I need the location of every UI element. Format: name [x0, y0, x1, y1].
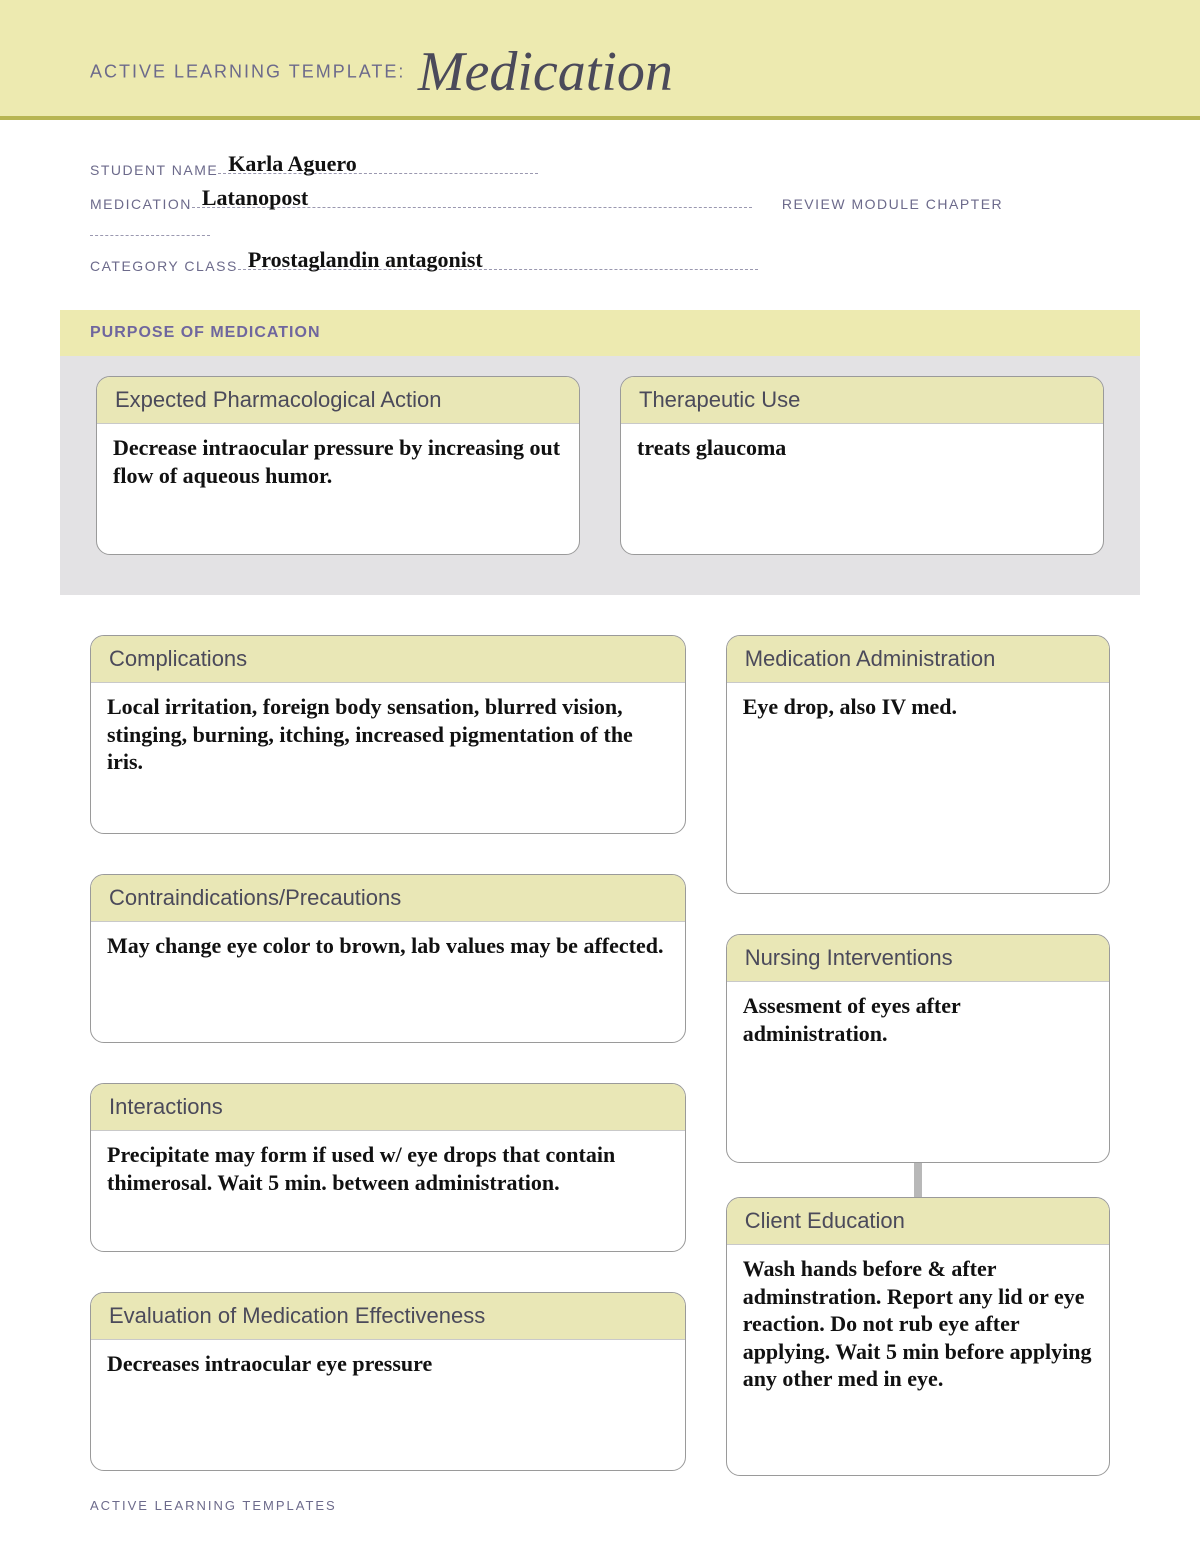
right-column: Medication Administration Eye drop, also…	[726, 635, 1110, 1476]
complications-card: Complications Local irritation, foreign …	[90, 635, 686, 834]
medication-label: MEDICATION	[90, 196, 192, 212]
complications-title: Complications	[91, 636, 685, 683]
purpose-header: PURPOSE OF MEDICATION	[60, 310, 1140, 356]
info-fields: STUDENT NAME Karla Aguero MEDICATION Lat…	[0, 120, 1200, 300]
therapeutic-text: treats glaucoma	[637, 434, 1087, 462]
left-column: Complications Local irritation, foreign …	[90, 635, 686, 1476]
evaluation-title: Evaluation of Medication Effectiveness	[91, 1293, 685, 1340]
education-title: Client Education	[727, 1198, 1109, 1245]
connector-line	[914, 1163, 922, 1197]
nursing-card: Nursing Interventions Assesment of eyes …	[726, 934, 1110, 1163]
footer-text: ACTIVE LEARNING TEMPLATES	[90, 1498, 337, 1513]
complications-text: Local irritation, foreign body sensation…	[107, 693, 669, 776]
contra-card: Contraindications/Precautions May change…	[90, 874, 686, 1043]
header-banner: ACTIVE LEARNING TEMPLATE: Medication	[0, 0, 1200, 120]
expected-card: Expected Pharmacological Action Decrease…	[96, 376, 580, 555]
banner-label: ACTIVE LEARNING TEMPLATE:	[90, 62, 405, 82]
nursing-text: Assesment of eyes after administration.	[743, 992, 1093, 1047]
page: ACTIVE LEARNING TEMPLATE: Medication STU…	[0, 0, 1200, 1553]
medication-row: MEDICATION Latanopost REVIEW MODULE CHAP…	[90, 184, 1110, 240]
student-label: STUDENT NAME	[90, 162, 218, 178]
evaluation-card: Evaluation of Medication Effectiveness D…	[90, 1292, 686, 1471]
admin-text: Eye drop, also IV med.	[743, 693, 1093, 721]
admin-card: Medication Administration Eye drop, also…	[726, 635, 1110, 894]
underline	[90, 235, 210, 236]
purpose-section: PURPOSE OF MEDICATION Expected Pharmacol…	[60, 310, 1140, 595]
education-text: Wash hands before & after adminstration.…	[743, 1255, 1093, 1393]
contra-text: May change eye color to brown, lab value…	[107, 932, 669, 960]
student-value: Karla Aguero	[224, 152, 361, 176]
category-value: Prostaglandin antagonist	[244, 248, 487, 272]
expected-title: Expected Pharmacological Action	[97, 377, 579, 424]
education-card: Client Education Wash hands before & aft…	[726, 1197, 1110, 1476]
lower-grid: Complications Local irritation, foreign …	[90, 635, 1110, 1476]
category-label: CATEGORY CLASS	[90, 258, 238, 274]
interactions-title: Interactions	[91, 1084, 685, 1131]
therapeutic-title: Therapeutic Use	[621, 377, 1103, 424]
student-row: STUDENT NAME Karla Aguero	[90, 150, 1110, 178]
banner-title: Medication	[418, 41, 673, 103]
expected-text: Decrease intraocular pressure by increas…	[113, 434, 563, 489]
therapeutic-card: Therapeutic Use treats glaucoma	[620, 376, 1104, 555]
category-row: CATEGORY CLASS Prostaglandin antagonist	[90, 246, 1110, 274]
evaluation-text: Decreases intraocular eye pressure	[107, 1350, 669, 1378]
review-label: REVIEW MODULE CHAPTER	[782, 196, 1003, 212]
interactions-card: Interactions Precipitate may form if use…	[90, 1083, 686, 1252]
admin-title: Medication Administration	[727, 636, 1109, 683]
contra-title: Contraindications/Precautions	[91, 875, 685, 922]
medication-value: Latanopost	[198, 186, 312, 210]
nursing-title: Nursing Interventions	[727, 935, 1109, 982]
interactions-text: Precipitate may form if used w/ eye drop…	[107, 1141, 669, 1196]
